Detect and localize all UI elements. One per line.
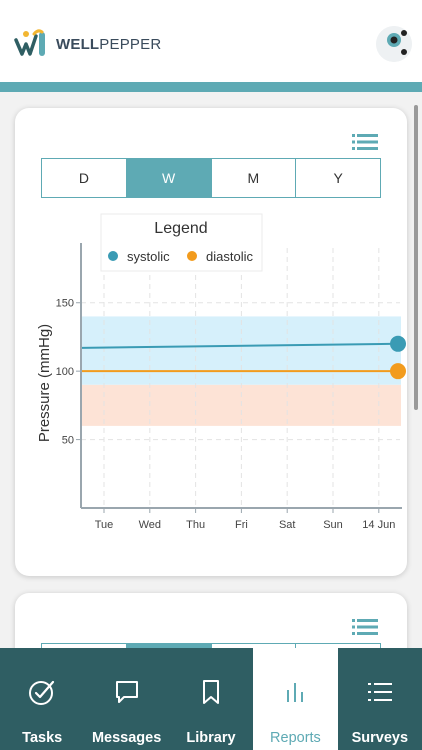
y-tick-label: 150 <box>56 298 74 310</box>
blood-pressure-card: D W M Y 50 100 150 Tue Wed Thu Fri Sat Sun 14 Jun… <box>15 108 407 576</box>
header-accent-bar <box>0 82 422 92</box>
blood-pressure-chart: 50 100 150 Tue Wed Thu Fri Sat Sun 14 Jun Pressure… <box>36 213 406 531</box>
chart-list-toggle-icon-2[interactable] <box>352 619 378 635</box>
range-tab-day[interactable]: D <box>42 159 127 197</box>
nav-label-messages: Messages <box>91 730 162 746</box>
legend-label-systolic: systolic <box>127 249 170 264</box>
legend-marker-diastolic <box>187 251 197 261</box>
nav-item-surveys[interactable]: Surveys <box>338 648 422 750</box>
nav-item-library[interactable]: Library <box>169 648 253 750</box>
nav-label-tasks: Tasks <box>22 730 63 746</box>
legend-marker-systolic <box>108 251 118 261</box>
series-point-diastolic <box>390 363 406 380</box>
y-axis-label: Pressure (mmHg) <box>36 324 53 442</box>
y-tick-label: 50 <box>62 435 74 447</box>
avatar-image-icon <box>376 26 412 62</box>
x-tick-label: Sun <box>323 519 343 531</box>
time-range-selector: D W M Y <box>41 158 381 198</box>
bottom-navigation: Tasks Messages Library Reports Surveys <box>0 648 422 750</box>
range-tab-year[interactable]: Y <box>296 159 380 197</box>
nav-label-reports: Reports <box>270 730 321 746</box>
wellpepper-logo-icon <box>14 29 45 56</box>
range-tab-month[interactable]: M <box>211 159 297 197</box>
brand-name: WELLPEPPER <box>56 36 161 53</box>
x-tick-label: Fri <box>235 519 248 531</box>
legend-box <box>100 213 263 272</box>
scrollbar[interactable] <box>414 105 418 410</box>
series-line-systolic <box>81 342 399 349</box>
series-point-systolic <box>390 335 406 352</box>
brand-bold: WELL <box>56 36 100 53</box>
legend-label-diastolic: diastolic <box>206 249 253 264</box>
avatar[interactable] <box>376 26 412 62</box>
legend-title: Legend <box>154 220 207 237</box>
nav-label-surveys: Surveys <box>351 730 409 746</box>
range-tab-week[interactable]: W <box>126 159 212 197</box>
check-circle-icon <box>29 680 55 705</box>
list-icon <box>367 683 392 701</box>
nav-item-reports[interactable]: Reports <box>253 648 338 750</box>
bar-chart-icon <box>287 683 304 702</box>
nav-item-messages[interactable]: Messages <box>84 648 168 750</box>
x-tick-label: Wed <box>139 519 161 531</box>
x-tick-label: Sat <box>279 519 296 531</box>
x-tick-label: Thu <box>186 519 205 531</box>
chart-list-toggle-icon[interactable] <box>352 134 378 150</box>
nav-label-library: Library <box>186 730 236 746</box>
brand-light: PEPPER <box>99 36 162 53</box>
y-tick-label: 100 <box>56 366 74 378</box>
bookmark-icon <box>203 680 220 704</box>
x-tick-label: Tue <box>95 519 114 531</box>
nav-item-tasks[interactable]: Tasks <box>0 648 84 750</box>
chat-bubble-icon <box>115 681 138 703</box>
app-header: WELLPEPPER <box>0 0 422 82</box>
x-tick-label: 14 Jun <box>362 519 395 531</box>
